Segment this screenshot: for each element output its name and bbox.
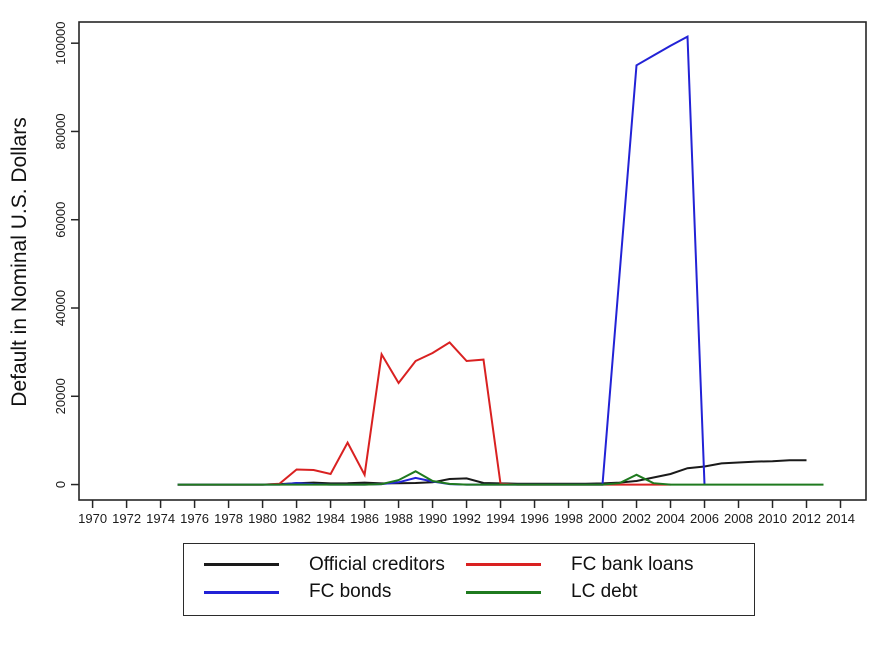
y-tick-label: 0	[53, 481, 68, 488]
series-line-fc-bank-loans	[177, 341, 671, 486]
plot-frame	[78, 21, 867, 501]
series-line-lc-debt	[177, 470, 824, 486]
legend-line-lc-debt	[466, 590, 541, 594]
x-tick-label: 2012	[792, 511, 821, 526]
x-tick-label: 2008	[724, 511, 753, 526]
x-tick-label: 1986	[350, 511, 379, 526]
legend-label-lc-debt: LC debt	[571, 581, 638, 603]
y-tick-label: 60000	[53, 202, 68, 238]
x-tick-label: 1990	[418, 511, 447, 526]
x-tick-label: 2000	[588, 511, 617, 526]
y-tick-label: 40000	[53, 290, 68, 326]
y-axis-title: Default in Nominal U.S. Dollars	[8, 117, 31, 406]
y-axis-ticks: 0 20000 40000 60000 80000 100000	[53, 21, 79, 488]
series-line-fc-bonds	[177, 34, 706, 486]
legend-line-fc-bank-loans	[466, 563, 541, 567]
legend-label-fc-bank-loans: FC bank loans	[571, 553, 694, 575]
x-axis-ticks: 1970 1972 1974 1976 1978 1980 1982 1984 1986 1988…	[78, 500, 855, 526]
legend-item-official-creditors: Official creditors	[204, 554, 466, 576]
x-tick-label: 1996	[520, 511, 549, 526]
x-tick-label: 1976	[180, 511, 209, 526]
legend-item-lc-debt: LC debt	[466, 581, 754, 603]
x-tick-label: 1998	[554, 511, 583, 526]
legend-label-fc-bonds: FC bonds	[309, 581, 392, 603]
x-tick-label: 1974	[146, 511, 175, 526]
legend-item-fc-bonds: FC bonds	[204, 581, 466, 603]
x-tick-label: 2006	[690, 511, 719, 526]
x-tick-label: 1988	[384, 511, 413, 526]
x-tick-label: 1978	[214, 511, 243, 526]
x-tick-label: 1984	[316, 511, 345, 526]
y-tick-label: 80000	[53, 113, 68, 149]
x-tick-label: 1982	[282, 511, 311, 526]
y-tick-label: 100000	[53, 21, 68, 64]
x-tick-label: 1980	[248, 511, 277, 526]
legend-label-official-creditors: Official creditors	[309, 553, 445, 575]
legend-line-official-creditors	[204, 563, 279, 567]
x-tick-label: 1970	[78, 511, 107, 526]
y-tick-label: 20000	[53, 378, 68, 414]
series-line-official-creditors	[177, 459, 807, 486]
legend-item-fc-bank-loans: FC bank loans	[466, 554, 754, 576]
legend: Official creditors FC bank loans FC bond…	[183, 543, 755, 616]
x-tick-label: 1994	[486, 511, 515, 526]
x-tick-label: 2004	[656, 511, 685, 526]
x-tick-label: 2014	[826, 511, 855, 526]
x-tick-label: 1992	[452, 511, 481, 526]
legend-line-fc-bonds	[204, 590, 279, 594]
series-lines	[177, 34, 824, 486]
x-tick-label: 2002	[622, 511, 651, 526]
x-tick-label: 2010	[758, 511, 787, 526]
x-tick-label: 1972	[112, 511, 141, 526]
